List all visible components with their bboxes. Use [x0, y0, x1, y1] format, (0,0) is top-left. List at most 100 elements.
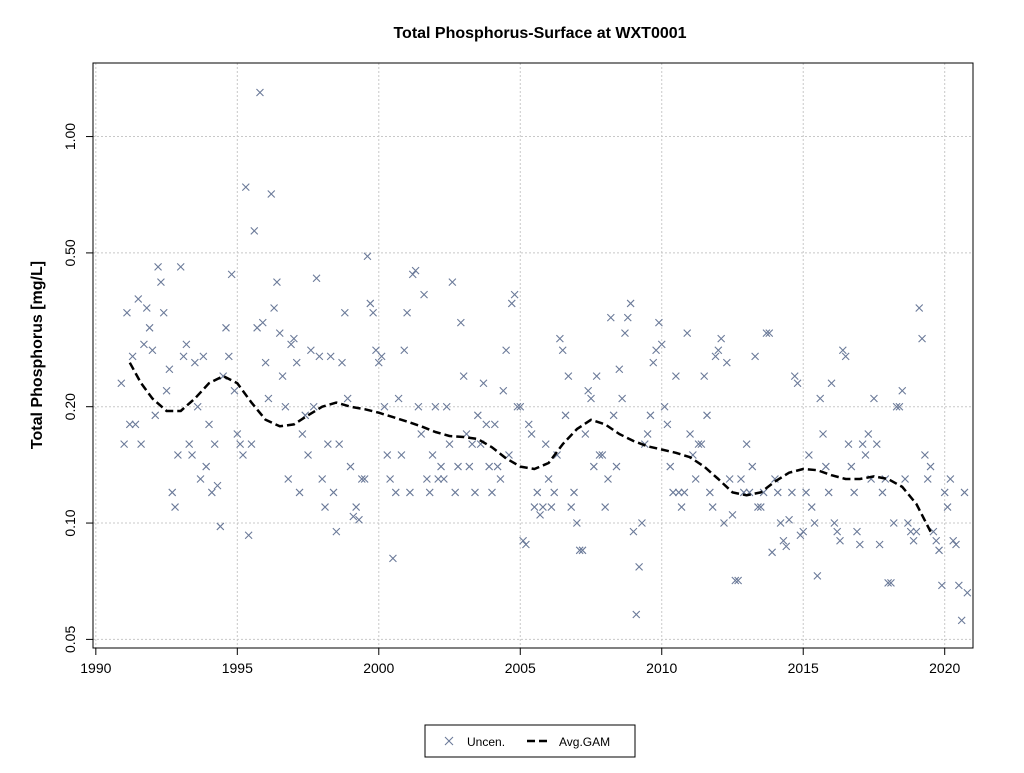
data-point: [875, 540, 884, 549]
data-point: [850, 488, 859, 497]
data-point: [674, 488, 683, 497]
data-point: [128, 352, 137, 361]
data-point: [287, 340, 295, 349]
data-point: [923, 475, 932, 483]
data-point: [431, 402, 440, 411]
data-point: [244, 531, 253, 540]
data-point: [669, 488, 677, 497]
data-point: [366, 299, 375, 308]
y-tick-label: 0.50: [62, 239, 78, 266]
data-point: [173, 451, 182, 459]
data-point: [278, 372, 287, 380]
data-point: [479, 379, 488, 388]
data-point: [855, 540, 864, 549]
data-point: [522, 540, 530, 549]
data-point: [813, 571, 822, 580]
data-point: [773, 488, 782, 497]
data-point: [703, 411, 711, 420]
data-point: [731, 576, 740, 585]
data-point: [539, 503, 547, 511]
data-point: [898, 386, 907, 395]
data-point: [227, 270, 236, 279]
data-point: [125, 420, 134, 429]
data-point: [629, 527, 638, 536]
grid: [93, 63, 973, 648]
data-point: [722, 358, 731, 367]
data-point: [861, 451, 870, 459]
data-point: [776, 519, 785, 527]
data-point: [864, 430, 873, 438]
data-point: [618, 394, 627, 403]
x-tick-label: 2005: [505, 660, 536, 676]
data-point: [804, 451, 813, 459]
legend-gam-label: Avg.GAM: [559, 735, 610, 749]
data-point: [482, 420, 491, 429]
data-point: [612, 462, 621, 471]
data-point: [649, 358, 658, 367]
data-point: [935, 546, 943, 555]
data-point: [151, 411, 160, 420]
data-point: [332, 527, 341, 536]
data-point: [754, 503, 762, 511]
data-point: [267, 190, 276, 198]
data-point: [921, 451, 929, 459]
y-tick-label: 0.10: [62, 509, 78, 536]
data-point: [428, 451, 437, 459]
data-point: [403, 308, 411, 317]
data-point: [788, 488, 796, 497]
data-point: [768, 548, 776, 557]
data-point: [369, 308, 378, 317]
data-point: [298, 430, 307, 438]
data-point: [159, 308, 168, 317]
data-point: [711, 352, 720, 361]
data-point: [275, 329, 284, 338]
data-point: [853, 527, 861, 536]
data-point: [230, 386, 239, 395]
data-point: [397, 451, 406, 459]
data-point: [247, 440, 256, 449]
data-point: [434, 475, 443, 483]
data-point: [321, 503, 329, 511]
data-point: [264, 394, 273, 403]
data-point: [615, 365, 624, 374]
data-point: [765, 329, 774, 338]
data-point: [683, 329, 692, 338]
data-point: [708, 503, 717, 511]
data-point: [485, 462, 494, 471]
data-point: [182, 340, 191, 349]
data-point: [655, 318, 663, 327]
data-point: [824, 488, 833, 497]
data-point: [442, 402, 451, 411]
data-point: [199, 352, 208, 361]
data-point: [318, 475, 327, 483]
data-point: [536, 510, 544, 519]
legend-uncen-marker: [444, 736, 454, 746]
data-point: [406, 488, 414, 497]
data-point: [306, 346, 315, 355]
data-point: [963, 588, 972, 597]
data-point: [737, 475, 745, 483]
data-point: [954, 581, 963, 590]
data-point: [241, 183, 250, 191]
data-point: [643, 430, 652, 438]
data-point: [807, 503, 816, 511]
data-point: [836, 536, 844, 545]
data-point: [742, 440, 751, 449]
data-point: [872, 440, 881, 449]
data-point: [329, 488, 338, 497]
data-point: [210, 440, 219, 449]
data-point: [601, 503, 610, 511]
data-point: [468, 440, 477, 449]
data-point: [926, 462, 935, 471]
data-point: [343, 394, 352, 403]
data-point: [363, 252, 372, 261]
data-point: [870, 394, 878, 403]
data-point: [383, 451, 392, 459]
data-point: [239, 451, 247, 459]
data-point: [638, 519, 646, 527]
data-point: [827, 379, 836, 388]
data-point: [830, 519, 839, 527]
data-point: [841, 352, 850, 361]
data-point: [137, 440, 145, 449]
